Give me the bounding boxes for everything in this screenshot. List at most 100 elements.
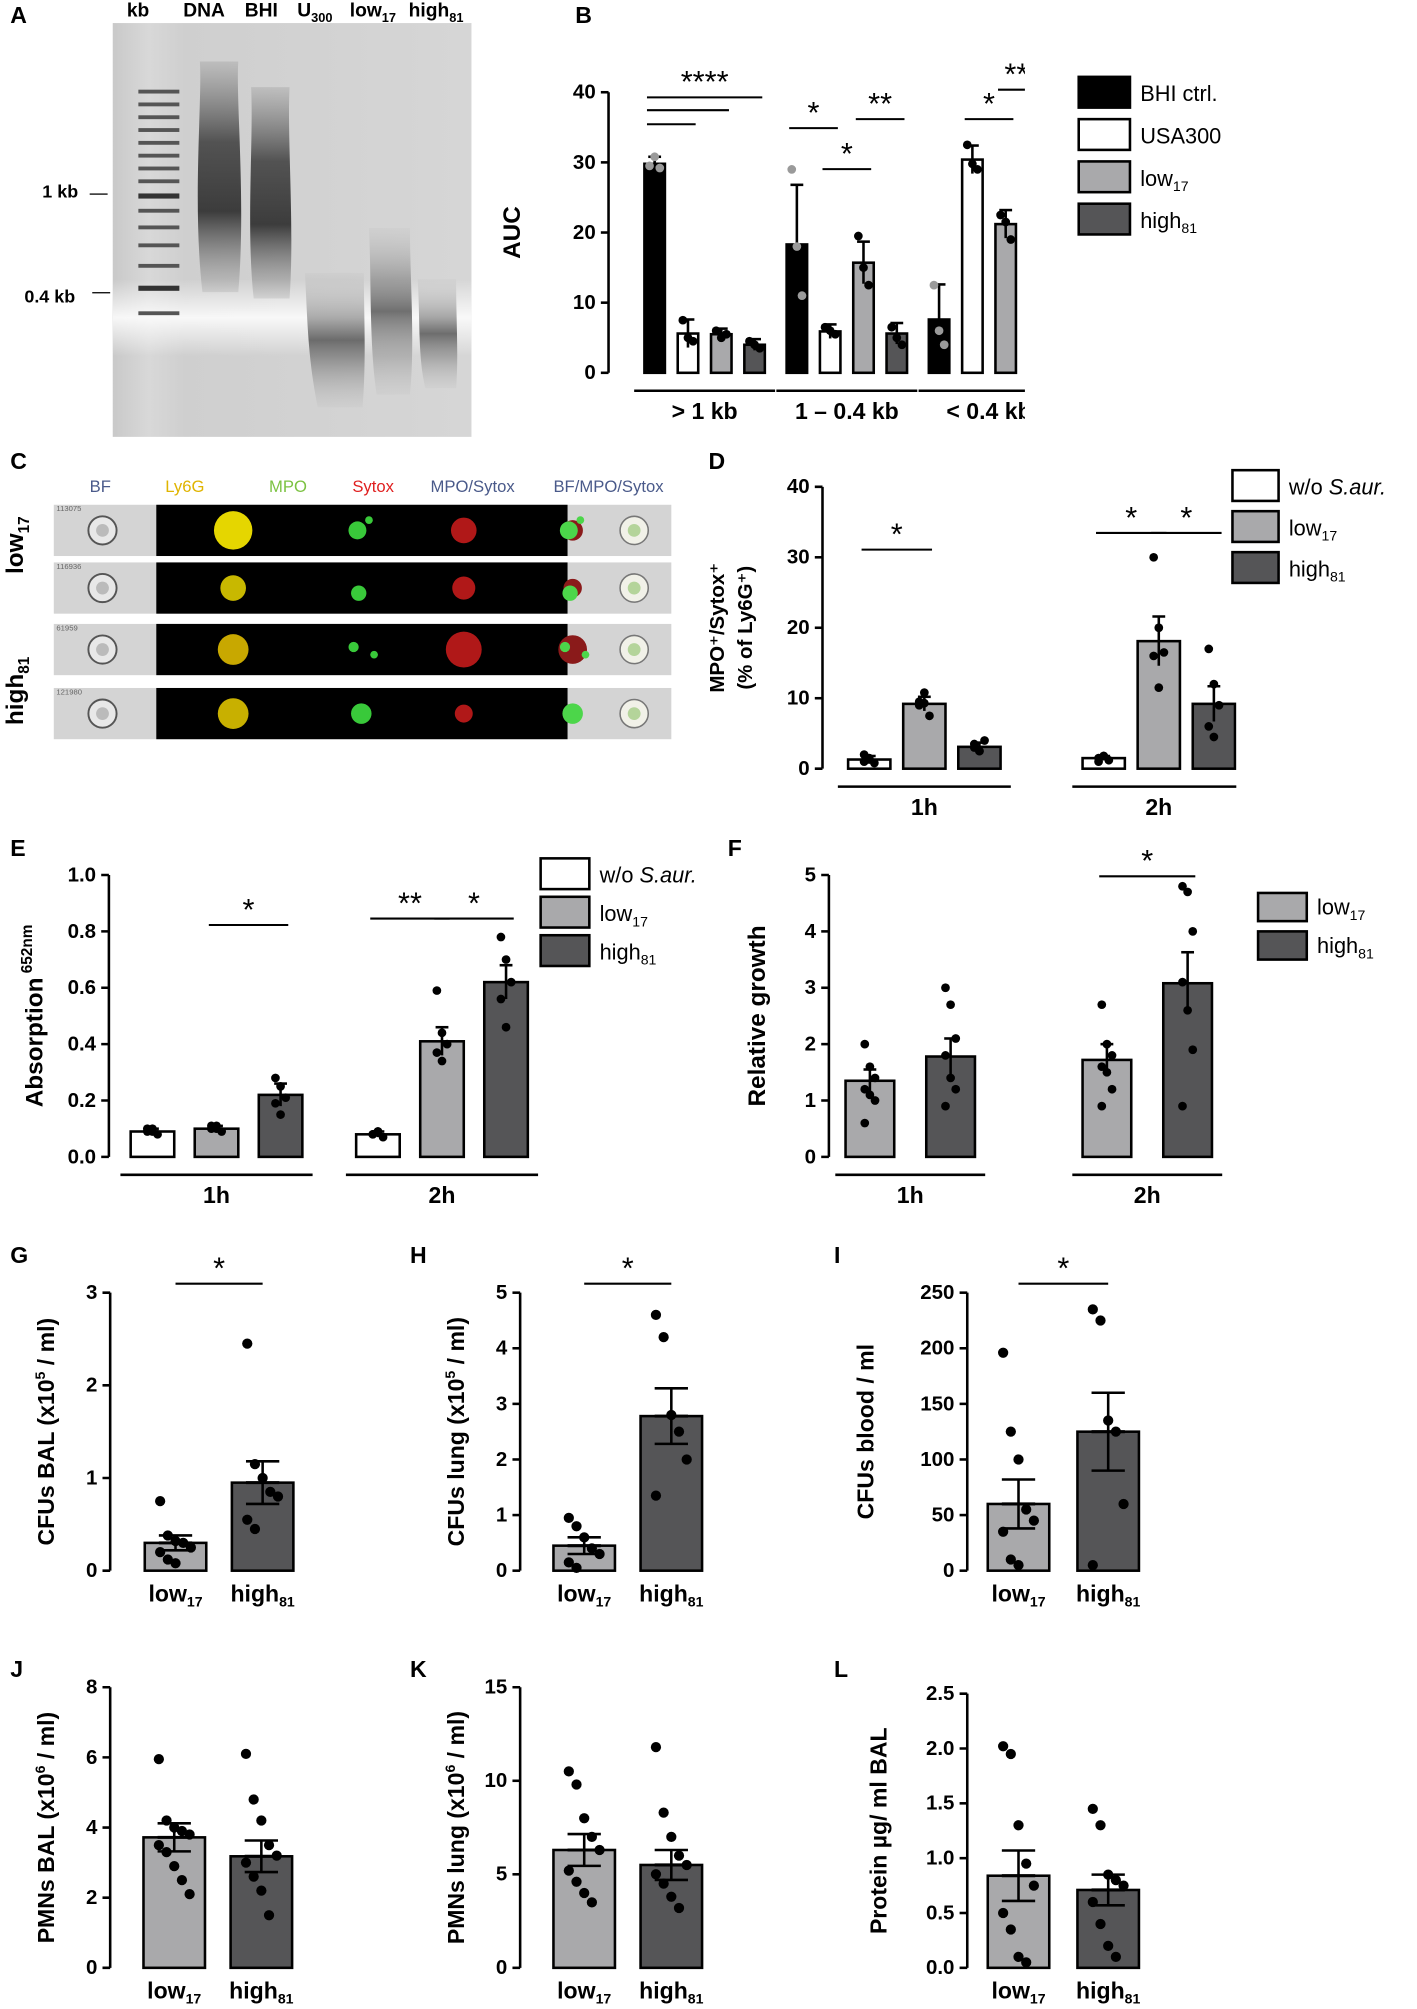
data-point [1149,651,1159,661]
y-tick-label: 4 [805,920,817,943]
data-point [1013,1820,1024,1831]
bar [643,162,667,375]
y-tick-label: 4 [496,1337,508,1360]
legend-swatch [1231,550,1280,585]
data-point [1013,1951,1024,1962]
flow-mpo-signal [351,703,372,724]
data-point [501,955,511,964]
data-point [681,1454,692,1465]
data-point [1103,1940,1114,1952]
data-point [248,1871,259,1882]
data-point [870,1096,880,1105]
y-tick-label: 0 [798,757,809,780]
data-point [864,280,873,290]
gel-lane-low17: low17 [349,0,397,26]
flow-header-sytox: Sytox [352,476,394,496]
data-point [939,340,949,350]
flow-cell-id: 121980 [56,689,83,697]
data-point [722,329,731,339]
y-tick-label: 3 [86,1281,97,1304]
flow-header-ly6g: Ly6G [165,476,205,496]
panel-letter-h: H [409,1242,427,1269]
data-point [980,736,989,745]
data-point [1006,235,1016,244]
data-point [176,1875,188,1886]
data-point [212,1121,221,1131]
legend-swatch [539,895,591,929]
flow-cell-images [87,631,650,668]
data-point [1013,1559,1024,1571]
legend-label: low17 [1140,166,1189,194]
legend-swatch [539,933,591,968]
group-label: 2h [1145,794,1172,820]
data-point [162,1530,173,1541]
y-tick-label: 15 [485,1676,508,1699]
legend-label: high81 [600,940,657,968]
data-point [1110,1426,1121,1437]
data-point [256,1815,267,1826]
data-point [925,711,934,721]
y-axis-label: MPO⁺/Sytox⁺ (% of Ly6G⁺) [706,563,757,693]
flow-overlay-signal [627,523,641,537]
y-axis-label: CFUs blood / ml [853,1344,879,1519]
flow-merge-mpo [559,641,571,653]
flow-bf-nucleus [96,707,109,721]
flow-bf-nucleus [96,643,109,656]
y-axis-label-group: CFUs BAL (x105 / ml) [32,1318,59,1546]
data-point [563,1512,574,1523]
legend-f: low17 high81 [1256,891,1374,961]
y-tick-label: 5 [496,1863,507,1886]
y-axis-label-group: CFUs lung (x105 / ml) [442,1317,469,1546]
flow-sytox-signal [454,704,473,723]
data-point [563,1557,574,1568]
data-point [169,1822,180,1833]
legend-b: BHI ctrl. USA300 low17 high81 [1077,75,1221,236]
data-point [998,1347,1009,1358]
y-tick-label: 0 [943,1559,954,1582]
flow-cell-images [87,511,650,550]
data-point [248,1794,259,1805]
data-point [658,1332,669,1343]
data-point [1095,1918,1106,1930]
data-point [185,1542,197,1553]
data-point [184,1889,195,1900]
data-point [860,1084,870,1094]
flow-cell-id: 61959 [56,625,78,633]
y-axis-label: Absorption 652nm [19,925,48,1108]
data-point [865,1090,875,1100]
legend-label: USA300 [1140,123,1221,148]
data-point [658,1807,669,1818]
group-label: 2h [1134,1182,1161,1208]
data-point [276,1110,285,1119]
data-point [1188,927,1198,936]
flow-overlay-signal [627,581,641,595]
gel-lane-dna: DNA [183,0,225,22]
data-point [1021,1858,1032,1869]
category-label: low17 [557,1978,611,2007]
y-tick-label: 10 [573,291,596,314]
data-point [579,1887,590,1899]
data-point [998,1526,1009,1537]
data-point [170,1558,181,1569]
y-tick-label: 10 [485,1769,508,1792]
significance-marker: ** [398,885,422,920]
legend-swatch [1256,891,1309,923]
flow-merge-mpo [562,703,583,724]
data-point [271,1850,282,1861]
data-point [666,1409,677,1421]
significance-marker: * [891,516,903,551]
category-label: low17 [557,1580,611,1609]
gel-lane-high81: high81 [408,0,464,26]
legend-swatch [1231,509,1280,544]
y-tick-label: 2 [86,1886,97,1909]
data-point [711,326,721,336]
y-tick-label: 150 [920,1392,954,1415]
y-axis-label: PMNs lung (x106 / ml) [442,1711,469,1944]
data-point [276,1082,285,1091]
data-point [973,165,982,174]
data-point [865,1062,875,1072]
legend-label: w/o S.aur. [1288,475,1386,500]
flow-mpo-signal [348,521,367,540]
data-point [571,1876,582,1887]
